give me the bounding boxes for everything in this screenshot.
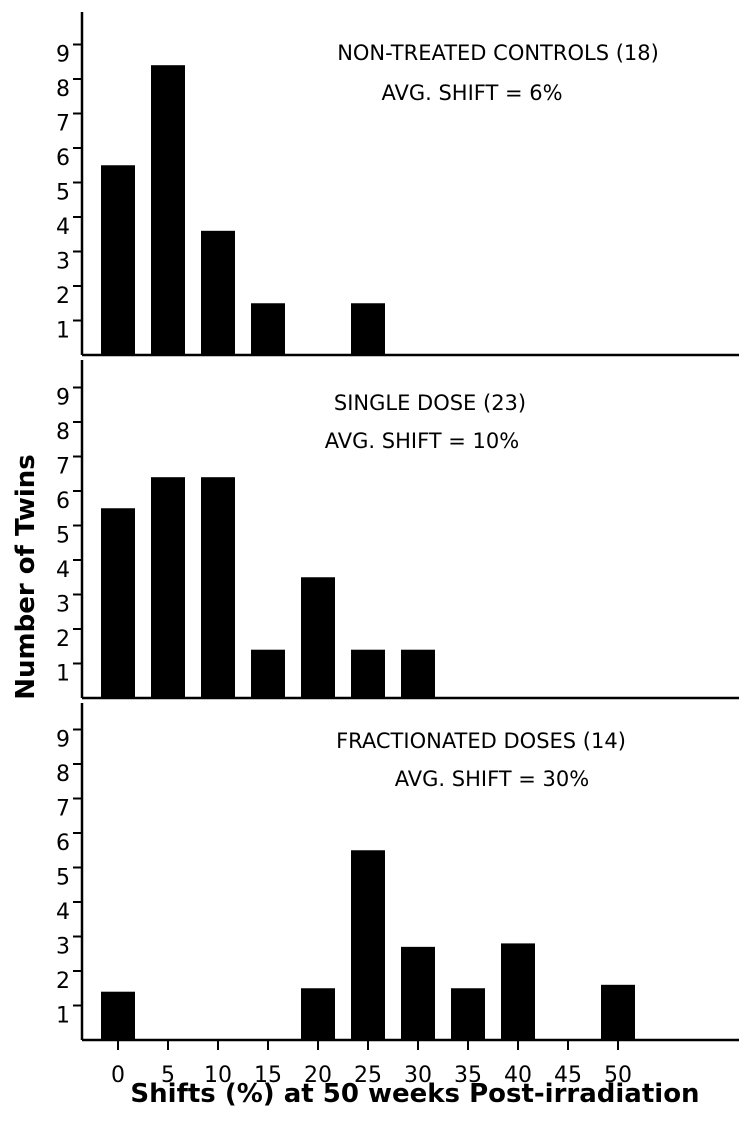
panel-2-y-tick-label: 8 <box>56 420 70 445</box>
x-tick-label: 15 <box>254 1063 282 1088</box>
panel-3-y-tick-label: 7 <box>56 797 70 822</box>
panel-3-subtitle: AVG. SHIFT = 30% <box>395 767 590 791</box>
panel-3-bar <box>601 984 635 1040</box>
x-tick-label: 45 <box>554 1063 582 1088</box>
panel-2-y-tick-label: 2 <box>56 627 70 652</box>
panel-3-y-tick-label: 2 <box>56 969 70 994</box>
panel-2-y-tick-label: 6 <box>56 489 70 514</box>
panel-3-y-tick-label: 8 <box>56 762 70 787</box>
panel-1-y-tick-label: 8 <box>56 77 70 102</box>
panel-1-bar <box>101 165 135 355</box>
panel-3-bar <box>401 946 435 1040</box>
panel-1-bar <box>251 303 285 355</box>
x-tick-label: 35 <box>454 1063 482 1088</box>
panel-2-title: SINGLE DOSE (23) <box>334 391 526 415</box>
x-tick-label: 5 <box>161 1063 175 1088</box>
x-tick-label: 20 <box>304 1063 332 1088</box>
panel-3-y-tick-label: 5 <box>56 866 70 891</box>
panel-2-bar <box>301 577 335 698</box>
panel-1-y-tick-label: 1 <box>56 319 70 344</box>
panel-1-y-tick-label: 2 <box>56 284 70 309</box>
x-tick-label: 10 <box>204 1063 232 1088</box>
panel-2-bar <box>401 649 435 698</box>
panel-3-bar <box>451 988 485 1040</box>
panel-3-y-tick-label: 6 <box>56 831 70 856</box>
panel-1-title: NON-TREATED CONTROLS (18) <box>337 41 659 65</box>
panel-2-subtitle: AVG. SHIFT = 10% <box>325 429 520 453</box>
panel-2-y-tick-label: 9 <box>56 386 70 411</box>
panel-2-y-tick-label: 7 <box>56 455 70 480</box>
panel-1-y-tick-label: 6 <box>56 146 70 171</box>
panel-2-bar <box>151 477 185 698</box>
x-tick-label: 50 <box>604 1063 632 1088</box>
x-tick-label: 30 <box>404 1063 432 1088</box>
panel-3-y-tick-label: 1 <box>56 1004 70 1029</box>
panel-2-y-tick-label: 1 <box>56 662 70 687</box>
panel-3-bar <box>501 943 535 1040</box>
panel-1-bar <box>351 303 385 355</box>
panel-1-y-tick-label: 5 <box>56 181 70 206</box>
panel-1-bar <box>151 65 185 355</box>
panel-3-y-tick-label: 9 <box>56 728 70 753</box>
panel-1-bar <box>201 230 235 355</box>
panel-2-bar <box>351 649 385 698</box>
x-tick-label: 0 <box>111 1063 125 1088</box>
panel-1-y-tick-label: 7 <box>56 112 70 137</box>
y-axis-label: Number of Twins <box>11 454 41 700</box>
x-tick-label: 40 <box>504 1063 532 1088</box>
panel-3-title: FRACTIONATED DOSES (14) <box>336 729 626 753</box>
panel-3-y-tick-label: 3 <box>56 935 70 960</box>
panel-2-bar <box>251 649 285 698</box>
x-axis-label: Shifts (%) at 50 weeks Post-irradiation <box>130 1079 699 1109</box>
panel-3-bar <box>351 850 385 1040</box>
panel-3-bar <box>101 991 135 1040</box>
panel-1-subtitle: AVG. SHIFT = 6% <box>381 81 562 105</box>
x-tick-label: 25 <box>354 1063 382 1088</box>
panel-2-bar <box>201 477 235 698</box>
panel-1-y-tick-label: 3 <box>56 250 70 275</box>
panel-2-bar <box>101 508 135 698</box>
panel-2-y-tick-label: 5 <box>56 524 70 549</box>
panel-3-y-tick-label: 4 <box>56 900 70 925</box>
panel-2-y-tick-label: 3 <box>56 593 70 618</box>
panel-1-y-tick-label: 9 <box>56 43 70 68</box>
panel-3-bar <box>301 988 335 1040</box>
panel-1-y-tick-label: 4 <box>56 215 70 240</box>
panel-2-y-tick-label: 4 <box>56 558 70 583</box>
